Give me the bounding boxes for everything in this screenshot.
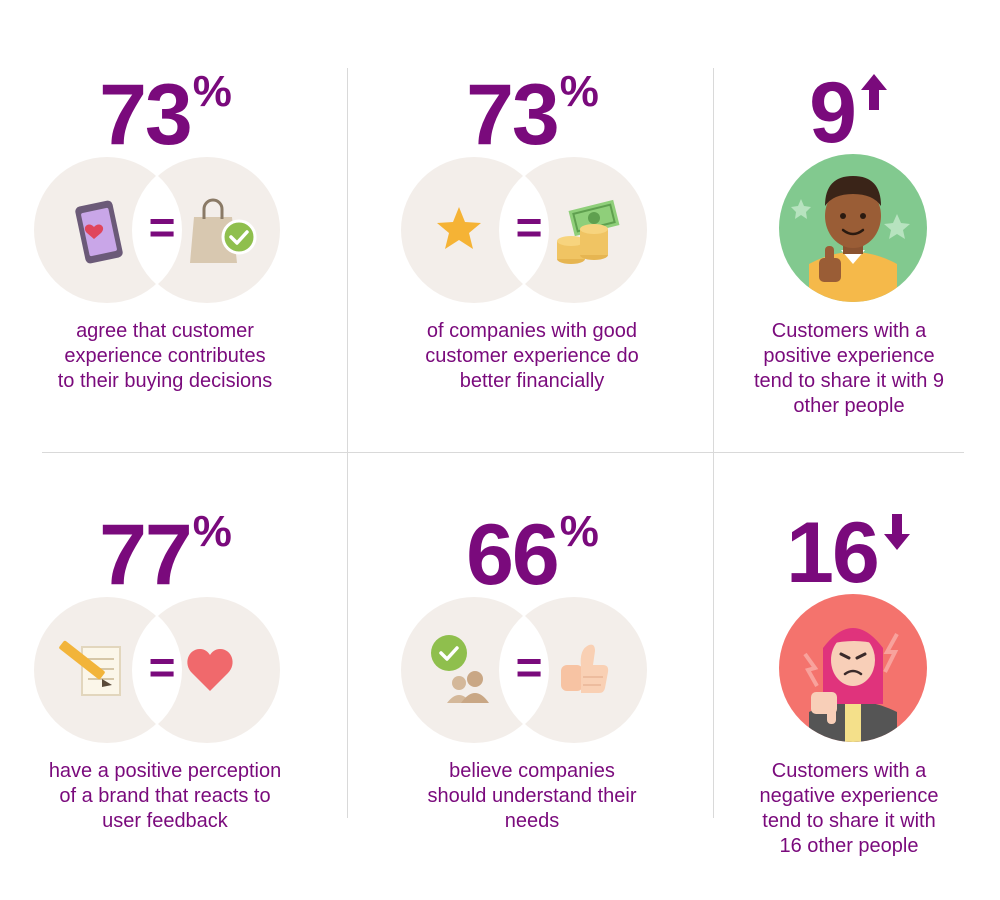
stat-card-understand-needs: 66% = believe companies s xyxy=(367,440,697,890)
stat-card-negative-sharing: 16 Customers with a negative exper xyxy=(684,440,1000,890)
stat-card-financial-performance: 73% = of companies with good xyxy=(367,0,697,450)
icon-equation: = xyxy=(32,155,282,305)
phone-heart-icon xyxy=(75,200,123,264)
stat-value: 9 xyxy=(684,70,1000,156)
divider-vertical-left xyxy=(347,68,348,818)
stat-description: have a positive perception of a brand th… xyxy=(48,760,282,832)
stat-card-buying-decisions: 73% = agree that customer experience con… xyxy=(0,0,330,450)
stat-value: 16 xyxy=(684,510,1000,596)
stat-value: 66% xyxy=(466,507,599,603)
stat-card-positive-sharing: 9 Customers with a positive experi xyxy=(684,0,1000,450)
stat-card-brand-perception: 77% = have a positive perception of a br… xyxy=(0,440,330,890)
icon-equation: = xyxy=(399,595,649,745)
stat-value: 73% xyxy=(466,67,599,163)
divider-horizontal xyxy=(42,452,964,453)
stat-description: believe companies should understand thei… xyxy=(427,760,637,832)
angry-customer-thumbs-down-icon xyxy=(779,594,927,742)
heart-icon xyxy=(187,649,233,691)
happy-customer-thumbs-up-icon xyxy=(779,154,927,302)
stat-description: Customers with a positive experience ten… xyxy=(753,320,945,417)
stat-description: Customers with a negative experience ten… xyxy=(759,760,939,857)
notepad-pencil-icon xyxy=(59,640,121,696)
arrow-up-icon xyxy=(859,72,889,116)
equals-sign: = xyxy=(149,201,176,253)
stat-value: 77% xyxy=(99,507,232,603)
equals-sign: = xyxy=(149,641,176,693)
icon-equation: = xyxy=(399,155,649,305)
users-check-icon xyxy=(431,635,489,703)
star-icon xyxy=(437,207,481,249)
shopping-bag-check-icon xyxy=(190,198,257,263)
stat-value: 73% xyxy=(99,67,232,163)
stat-description: of companies with good customer experien… xyxy=(425,320,639,392)
equals-sign: = xyxy=(516,201,543,253)
equals-sign: = xyxy=(516,641,543,693)
thumbs-up-icon xyxy=(561,644,609,693)
stat-description: agree that customer experience contribut… xyxy=(57,320,273,392)
divider-vertical-right xyxy=(713,68,714,818)
money-coins-icon xyxy=(557,199,620,264)
arrow-down-icon xyxy=(882,512,912,556)
icon-equation: = xyxy=(32,595,282,745)
